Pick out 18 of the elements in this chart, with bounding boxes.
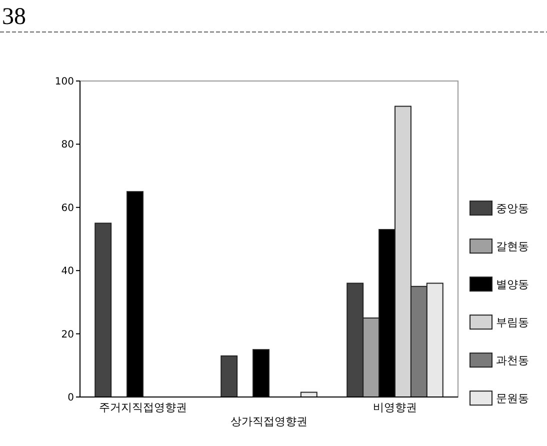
legend-label: 과천동	[496, 354, 529, 367]
legend-label: 문원동	[496, 392, 529, 405]
text: 38	[2, 4, 26, 30]
legend-label: 중앙동	[496, 202, 529, 215]
y-tick-label: 60	[61, 202, 74, 214]
bar	[220, 355, 238, 398]
x-tick-label: 비영향권	[373, 401, 417, 414]
x-tick-label: 주거지직접영향권	[99, 401, 187, 414]
legend-label: 갈현동	[496, 240, 529, 253]
x-tick-label: 상가직접영향권	[230, 415, 308, 428]
y-tick-label: 80	[61, 140, 74, 151]
y-tick-label: 40	[61, 266, 74, 278]
legend-label: 별양동	[496, 278, 529, 291]
y-tick-label: 100	[54, 76, 74, 88]
legend-label: 부림동	[496, 316, 529, 329]
bar	[94, 222, 112, 398]
y-tick-label: 0	[68, 392, 74, 404]
y-tick-label: 20	[61, 329, 74, 340]
